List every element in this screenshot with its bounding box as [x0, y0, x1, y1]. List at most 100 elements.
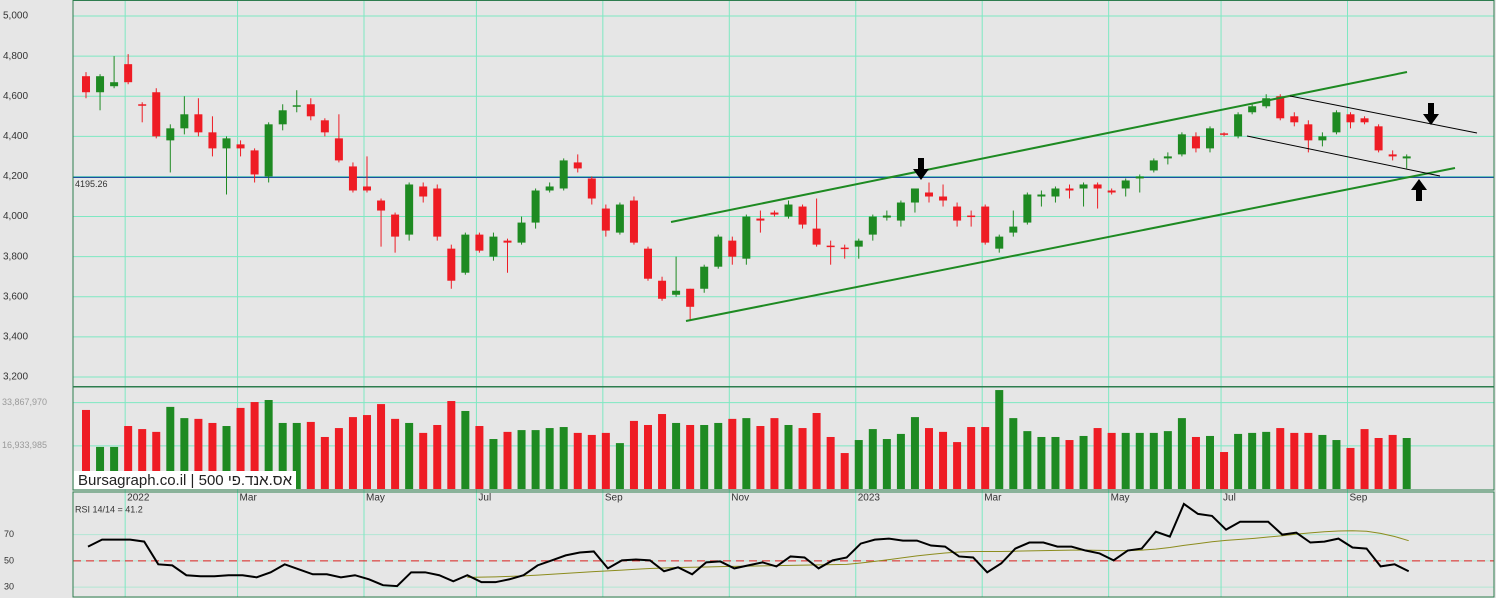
candle-body — [391, 214, 400, 237]
volume-bar — [644, 424, 652, 489]
y-tick-label: 4,600 — [3, 91, 28, 102]
candle-body — [714, 236, 723, 267]
volume-bar — [278, 422, 287, 489]
candle-body — [812, 228, 821, 245]
volume-bar — [138, 429, 147, 489]
watermark-box — [74, 471, 296, 489]
candle-body — [166, 128, 175, 141]
rsi-tick-label: 30 — [4, 582, 14, 592]
candle-body — [222, 138, 231, 149]
candle-body — [110, 82, 119, 87]
volume-bar — [1304, 432, 1313, 489]
volume-bar — [629, 420, 638, 489]
candle-body — [1206, 128, 1214, 149]
y-tick-label: 3,400 — [3, 332, 28, 343]
candle-body — [1065, 188, 1074, 191]
volume-bar — [1332, 440, 1341, 489]
volume-bar — [995, 390, 1004, 489]
x-tick-label: 2022 — [127, 493, 150, 504]
volume-bar — [714, 422, 723, 489]
y-tick-label: 3,200 — [3, 372, 28, 383]
candle-body — [1093, 184, 1102, 189]
volume-bar — [1220, 452, 1229, 489]
volume-bar — [1065, 440, 1074, 489]
volume-bar — [1346, 447, 1355, 489]
volume-bar — [840, 453, 849, 489]
volume-bar — [1079, 435, 1088, 489]
volume-bar — [658, 414, 667, 489]
candle-body — [939, 196, 948, 201]
y-tick-label: 4,200 — [3, 171, 28, 182]
candle-body — [1304, 124, 1313, 141]
volume-bar — [1135, 432, 1144, 489]
volume-bar — [1276, 428, 1285, 489]
volume-bar — [686, 424, 695, 489]
volume-bar — [1206, 435, 1214, 489]
volume-bar — [545, 428, 554, 489]
candle-body — [1149, 160, 1158, 171]
volume-bar — [1051, 436, 1060, 489]
candle-body — [278, 110, 287, 125]
volume-bar — [320, 436, 329, 489]
volume-bar — [573, 432, 582, 489]
candle-body — [1037, 194, 1046, 197]
volume-bar — [1318, 434, 1327, 489]
candle-body — [236, 144, 245, 149]
candle-body — [503, 240, 512, 243]
candle-body — [1276, 96, 1285, 119]
candle-body — [1163, 156, 1172, 159]
volume-bar — [559, 427, 568, 489]
volume-bar — [110, 446, 119, 489]
candle-body — [784, 204, 793, 217]
candle-body — [629, 200, 638, 243]
volume-bar — [981, 427, 990, 489]
volume-bar — [82, 409, 90, 489]
candle-body — [96, 76, 105, 93]
candle-body — [1220, 133, 1229, 135]
candle-body — [489, 236, 498, 257]
candle-body — [967, 215, 976, 218]
candle-body — [882, 215, 891, 218]
volume-bar — [770, 418, 779, 489]
candle-body — [1248, 106, 1257, 113]
x-tick-label: Jul — [478, 493, 491, 504]
volume-bar — [1149, 432, 1158, 489]
volume-bar — [1177, 418, 1186, 489]
volume-bar — [826, 436, 835, 489]
candle-body — [531, 190, 540, 223]
drawings — [670, 71, 1478, 322]
volume-bar — [1009, 418, 1018, 489]
rsi-tick-label: 50 — [4, 555, 14, 565]
candle-body — [377, 200, 386, 211]
volume-bar — [531, 430, 540, 489]
volume-bar — [1374, 438, 1383, 489]
y-tick-label: 4,400 — [3, 131, 28, 142]
candle-body — [1234, 114, 1243, 137]
candle-body — [517, 222, 526, 243]
y-tick-label: 4,800 — [3, 51, 28, 62]
volume-bar — [784, 424, 793, 489]
volume-tick-label: 33,867,970 — [2, 397, 47, 407]
watermark: Bursagraph.co.il | אס.אנד.פי 500 — [78, 472, 293, 489]
candle-body — [194, 114, 203, 133]
volume-bar — [292, 422, 301, 489]
candle-body — [826, 245, 835, 248]
candle-body — [644, 248, 652, 279]
volume-bar — [1121, 432, 1130, 489]
candle-body — [419, 186, 428, 197]
candle-body — [995, 236, 1004, 249]
volume-bar — [152, 431, 161, 489]
candle-body — [953, 206, 962, 221]
volume-bar — [812, 413, 821, 489]
volume-bar — [896, 433, 905, 489]
x-tick-label: Jul — [1223, 493, 1236, 504]
channel-lower — [685, 167, 1456, 322]
candle-body — [728, 240, 737, 257]
volume-bar — [1262, 431, 1271, 489]
volume-bar — [503, 431, 512, 489]
rsi-line — [87, 502, 1410, 588]
candle-body — [1388, 154, 1397, 157]
candle-body — [868, 216, 877, 235]
candle-body — [1346, 114, 1355, 123]
